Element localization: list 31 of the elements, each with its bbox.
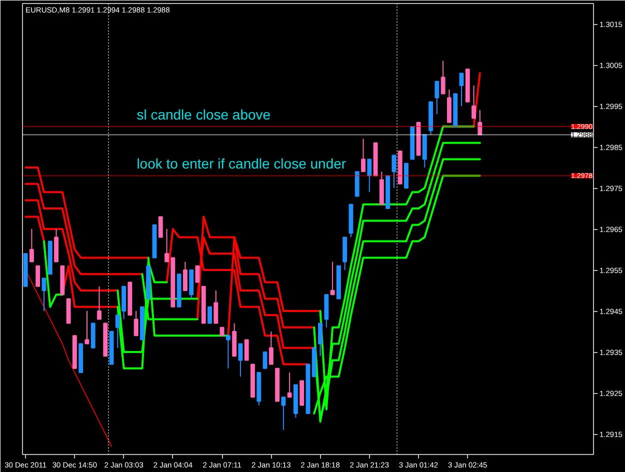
candlestick [84,310,90,344]
annotation: look to enter if candle close under [136,156,346,172]
candlestick [42,278,46,312]
candlestick [281,396,286,430]
candlestick [367,158,372,193]
candlestick [440,60,446,94]
candlestick [182,261,188,291]
candlestick [115,314,120,348]
candlestick [472,85,476,119]
candlestick [478,110,482,136]
candlestick [330,261,335,296]
candlestick [238,343,243,378]
annotation: sl candle close above [136,106,271,122]
candlestick [318,322,322,357]
candlestick [158,216,163,238]
candlestick [36,265,40,287]
candlestick [195,265,200,283]
candlestick [214,290,218,324]
candlestick [244,339,249,361]
candlestick [134,310,138,336]
candlestick [226,335,230,369]
candlestick [29,228,34,262]
candlestick [287,372,292,398]
candlestick [262,352,268,369]
candlestick [268,331,274,365]
candlestick [459,72,464,106]
candlestick [434,80,440,115]
candlestick [97,286,102,320]
candlestick [392,154,396,188]
candlestick [361,138,366,172]
candlestick [208,306,212,324]
